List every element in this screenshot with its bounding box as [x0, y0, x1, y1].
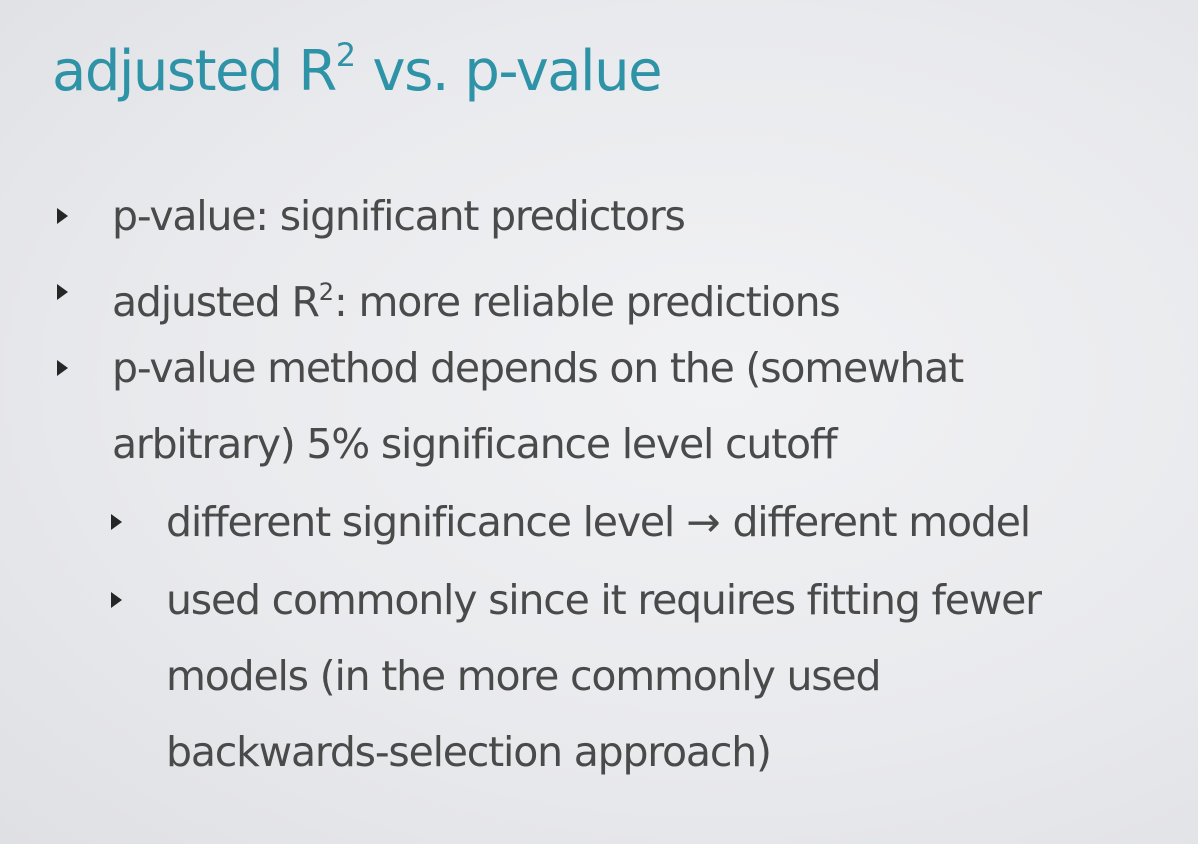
bullet-item-pvalue-method: p-value method depends on the (somewhat … [57, 330, 964, 482]
triangle-right-bullet-icon [57, 360, 68, 376]
sub-bullet-item-used-commonly: used commonly since it requires fitting … [111, 562, 1042, 790]
bullet-text-line-2: arbitrary) 5% significance level cutoff [112, 420, 838, 468]
slide-title: adjusted R2 vs. p-value [52, 36, 663, 104]
bullet-superscript: 2 [318, 278, 335, 306]
bullet-text: adjusted R2: more reliable predictions [112, 254, 841, 340]
sub-bullet-text-line-3: backwards-selection approach) [166, 728, 772, 776]
bullet-text-line-1: p-value method depends on the (somewhat [112, 344, 964, 392]
title-superscript: 2 [335, 36, 357, 74]
bullet-item-adjusted-r2: adjusted R2: more reliable predictions [57, 254, 841, 340]
sub-bullet-right: different model [732, 498, 1031, 546]
sub-bullet-item-different-level: different significance level → different m… [111, 484, 1031, 560]
triangle-right-bullet-icon [111, 514, 122, 530]
triangle-right-bullet-icon [57, 284, 68, 300]
title-main: adjusted R [52, 39, 337, 104]
bullet-text: p-value: significant predictors [112, 192, 686, 240]
sub-bullet-left: different significance level [166, 498, 675, 546]
sub-bullet-text-line-2: models (in the more commonly used [166, 652, 881, 700]
title-rest: vs. p-value [356, 39, 662, 104]
right-arrow-icon: → [686, 498, 721, 546]
bullet-text-pre: adjusted R [112, 278, 320, 326]
triangle-right-bullet-icon [111, 592, 122, 608]
triangle-right-bullet-icon [57, 208, 68, 224]
bullet-text-post: : more reliable predictions [334, 278, 841, 326]
sub-bullet-text: different significance level → different m… [166, 484, 1031, 560]
bullet-item-pvalue: p-value: significant predictors [57, 178, 686, 254]
sub-bullet-text-line-1: used commonly since it requires fitting … [166, 576, 1042, 624]
